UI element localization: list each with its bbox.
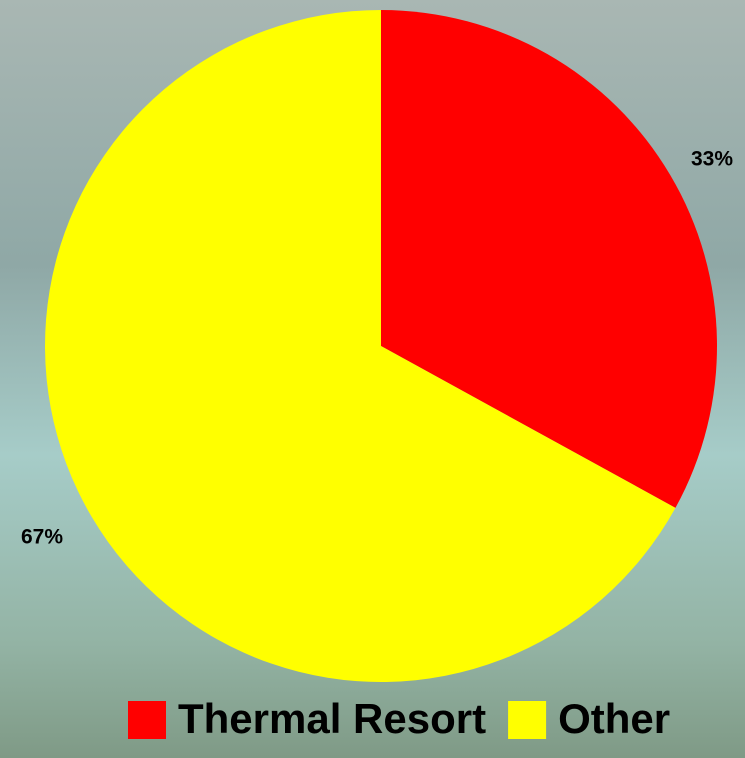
chart: 33% 67% Thermal Resort Other: [0, 0, 745, 758]
value-label: 67%: [21, 526, 63, 549]
value-label: 33%: [691, 148, 733, 171]
legend-label: Other: [558, 695, 670, 742]
legend-swatch: [128, 701, 166, 739]
legend-label: Thermal Resort: [178, 695, 486, 742]
legend-swatch: [508, 701, 546, 739]
